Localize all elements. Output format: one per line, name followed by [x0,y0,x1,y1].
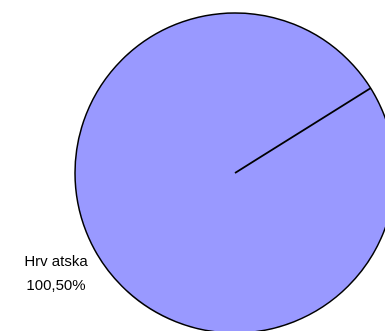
pie-slice-0 [74,12,385,331]
pie-slice-seam [234,87,372,174]
slice-label-name: Hrv atska [24,253,88,270]
slice-label-value: 100,50% [26,277,85,294]
pie-slices [74,12,385,331]
